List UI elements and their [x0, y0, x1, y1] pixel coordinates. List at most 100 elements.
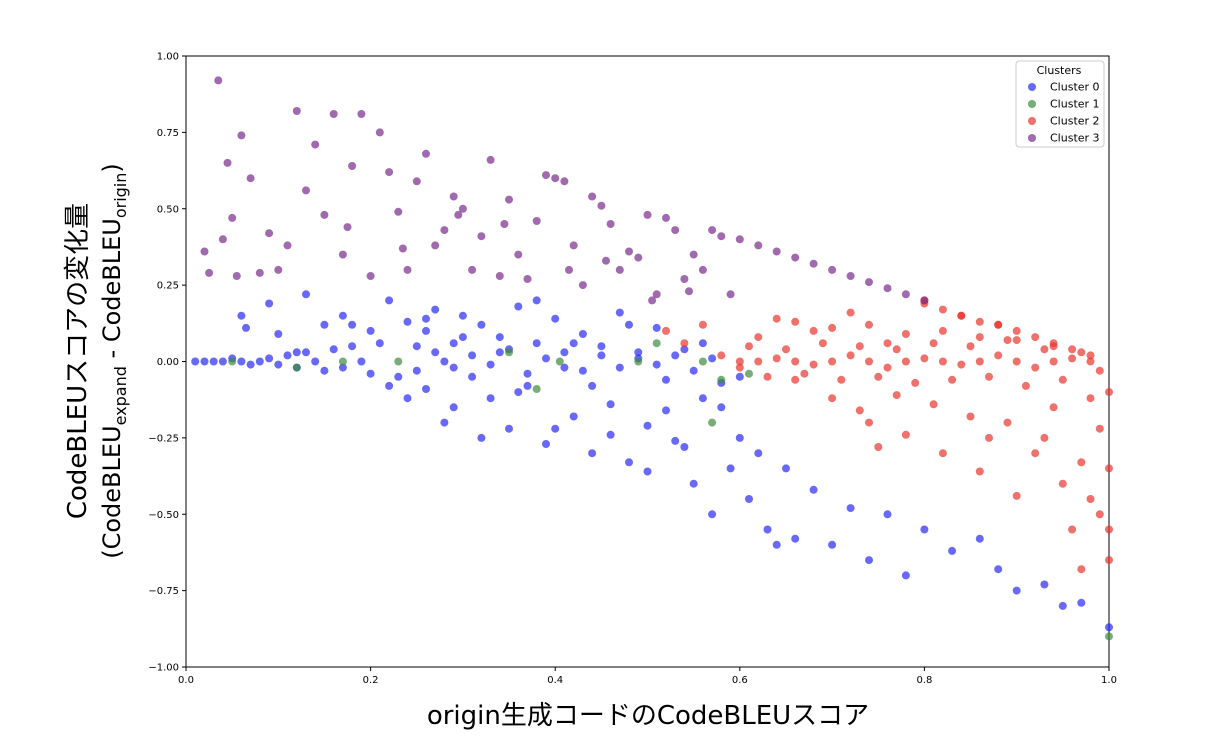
- point-cluster-3: [454, 210, 463, 219]
- legend-marker-cluster-3: [1028, 134, 1036, 142]
- point-cluster-3: [565, 265, 573, 274]
- point-cluster-3: [901, 290, 910, 299]
- point-cluster-3: [232, 272, 241, 280]
- point-cluster-3: [532, 217, 541, 225]
- point-cluster-2: [782, 345, 790, 354]
- point-cluster-0: [348, 320, 357, 329]
- point-cluster-0: [477, 320, 486, 329]
- point-cluster-0: [422, 385, 430, 393]
- point-cluster-3: [265, 229, 274, 238]
- point-cluster-2: [745, 342, 753, 351]
- point-cluster-0: [772, 540, 781, 549]
- point-cluster-0: [846, 504, 855, 513]
- point-cluster-0: [385, 296, 394, 305]
- point-cluster-0: [551, 424, 560, 433]
- point-cluster-0: [458, 311, 467, 320]
- point-cluster-0: [357, 357, 366, 366]
- point-cluster-3: [685, 287, 693, 296]
- point-cluster-0: [763, 525, 772, 534]
- point-cluster-0: [523, 369, 532, 378]
- point-cluster-0: [532, 296, 541, 305]
- point-cluster-3: [403, 265, 412, 274]
- point-cluster-0: [431, 348, 440, 357]
- point-cluster-3: [218, 235, 227, 244]
- point-cluster-0: [514, 388, 523, 397]
- point-cluster-0: [311, 357, 320, 366]
- point-cluster-0: [283, 351, 292, 360]
- point-cluster-0: [588, 381, 597, 390]
- point-cluster-3: [292, 107, 301, 115]
- x-tick-label: 0.8: [916, 675, 932, 686]
- point-cluster-2: [698, 320, 707, 329]
- point-cluster-2: [1040, 433, 1049, 442]
- point-cluster-2: [911, 378, 920, 387]
- point-cluster-2: [966, 412, 975, 421]
- x-axis-label: origin生成コードのCodeBLEUスコア: [427, 701, 869, 731]
- point-cluster-0: [754, 449, 763, 458]
- point-cluster-2: [994, 320, 1003, 329]
- legend-label-cluster-2: Cluster 2: [1050, 115, 1100, 128]
- point-cluster-0: [486, 394, 495, 403]
- point-cluster-1: [717, 375, 726, 384]
- point-cluster-0: [625, 320, 633, 329]
- point-cluster-2: [735, 363, 744, 372]
- point-cluster-3: [597, 201, 606, 210]
- point-cluster-3: [615, 265, 624, 274]
- point-cluster-2: [1105, 388, 1113, 397]
- point-cluster-0: [348, 342, 357, 351]
- point-cluster-3: [648, 296, 657, 305]
- point-cluster-0: [671, 436, 680, 445]
- point-cluster-2: [1049, 357, 1058, 366]
- point-cluster-3: [560, 177, 569, 186]
- point-cluster-0: [265, 299, 274, 308]
- x-tick-label: 0.2: [363, 675, 379, 686]
- point-cluster-3: [422, 149, 430, 158]
- legend-marker-cluster-1: [1028, 100, 1036, 108]
- point-cluster-0: [606, 400, 615, 409]
- y-axis-label-line1: CodeBLEUスコアの変化量: [63, 203, 93, 519]
- point-cluster-0: [948, 546, 957, 555]
- point-cluster-2: [1095, 510, 1104, 519]
- point-cluster-3: [477, 232, 486, 241]
- ticks-layer: 0.0 0.2 0.4 0.6 0.8 1.0 1.00 0.75 0.50 0.25 0.00 −0…: [148, 52, 1117, 687]
- point-cluster-3: [569, 241, 578, 250]
- point-cluster-0: [532, 339, 541, 348]
- point-cluster-2: [874, 372, 883, 381]
- point-cluster-0: [274, 360, 283, 369]
- point-cluster-0: [385, 381, 394, 390]
- legend-box: [1015, 60, 1105, 148]
- point-cluster-2: [1058, 479, 1067, 488]
- point-cluster-2: [966, 342, 975, 351]
- point-cluster-2: [1049, 403, 1058, 412]
- point-cluster-0: [597, 342, 606, 351]
- point-cluster-2: [1012, 491, 1021, 500]
- legend-title: Clusters: [1037, 64, 1082, 77]
- point-cluster-3: [228, 213, 237, 222]
- point-cluster-2: [846, 308, 855, 317]
- point-cluster-2: [975, 333, 984, 342]
- point-cluster-3: [375, 128, 384, 137]
- point-cluster-0: [615, 308, 624, 317]
- point-cluster-3: [458, 204, 467, 213]
- point-cluster-0: [689, 479, 698, 488]
- point-cluster-0: [698, 394, 707, 403]
- point-cluster-2: [1012, 336, 1021, 345]
- point-cluster-3: [643, 210, 652, 219]
- y-tick-label: 1.00: [157, 52, 179, 63]
- point-cluster-3: [255, 268, 264, 277]
- point-cluster-2: [772, 314, 781, 323]
- point-cluster-2: [1105, 556, 1113, 565]
- point-cluster-0: [375, 339, 384, 348]
- point-cluster-2: [975, 357, 984, 366]
- point-cluster-3: [846, 272, 855, 280]
- point-cluster-2: [846, 351, 855, 360]
- point-cluster-2: [662, 326, 670, 335]
- point-cluster-2: [1077, 348, 1086, 357]
- point-cluster-3: [366, 272, 375, 280]
- point-cluster-3: [920, 296, 929, 305]
- point-cluster-2: [837, 375, 846, 384]
- point-cluster-0: [735, 433, 744, 442]
- y-tick-label: −0.50: [148, 510, 179, 521]
